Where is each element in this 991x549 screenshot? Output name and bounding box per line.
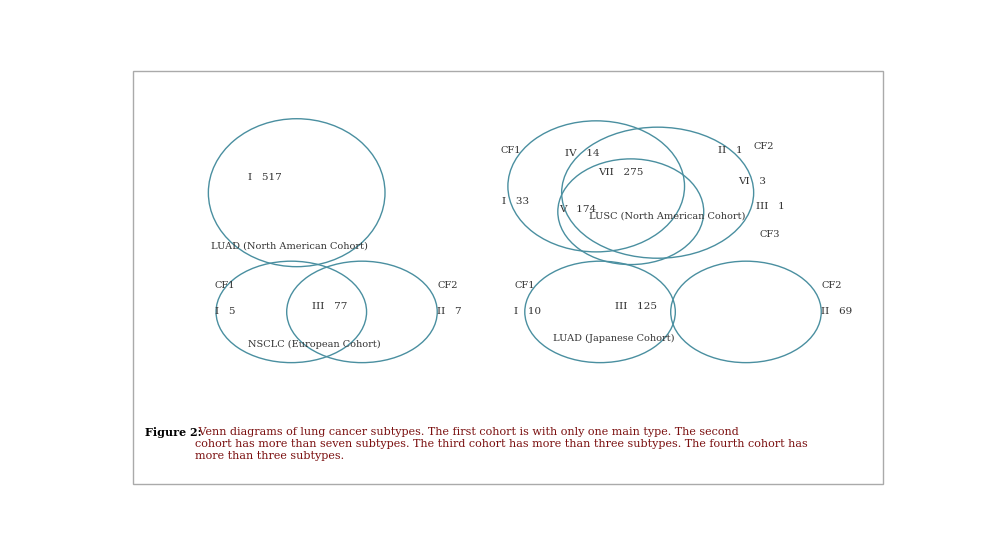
Text: Figure 2:: Figure 2: [146, 427, 202, 438]
Text: CF2: CF2 [822, 281, 841, 290]
Text: CF1: CF1 [214, 281, 235, 290]
Text: Venn diagrams of lung cancer subtypes. The first cohort is with only one main ty: Venn diagrams of lung cancer subtypes. T… [194, 427, 808, 461]
Text: VII   275: VII 275 [599, 168, 644, 177]
Text: III   77: III 77 [312, 302, 348, 311]
Text: III   1: III 1 [756, 201, 785, 211]
Text: CF1: CF1 [514, 281, 534, 290]
Text: CF1: CF1 [500, 146, 520, 155]
Text: II   7: II 7 [437, 307, 462, 316]
Text: CF2: CF2 [437, 281, 458, 290]
Text: III   125: III 125 [615, 302, 657, 311]
Text: I   33: I 33 [501, 197, 529, 206]
Text: VI   3: VI 3 [738, 177, 766, 186]
Text: V   174: V 174 [559, 205, 597, 214]
Text: CF2: CF2 [753, 142, 774, 150]
Text: II   69: II 69 [822, 307, 852, 316]
Text: I   517: I 517 [249, 173, 282, 182]
Text: LUAD (Japanese Cohort): LUAD (Japanese Cohort) [553, 334, 675, 343]
Text: IV   14: IV 14 [566, 149, 601, 158]
Text: NSCLC (European Cohort): NSCLC (European Cohort) [248, 340, 381, 350]
Text: LUAD (North American Cohort): LUAD (North American Cohort) [210, 241, 368, 250]
Text: CF3: CF3 [759, 229, 780, 239]
Text: LUSC (North American Cohort): LUSC (North American Cohort) [589, 211, 745, 221]
Text: I   10: I 10 [514, 307, 541, 316]
Text: II   1: II 1 [717, 146, 742, 155]
Text: I   5: I 5 [214, 307, 235, 316]
